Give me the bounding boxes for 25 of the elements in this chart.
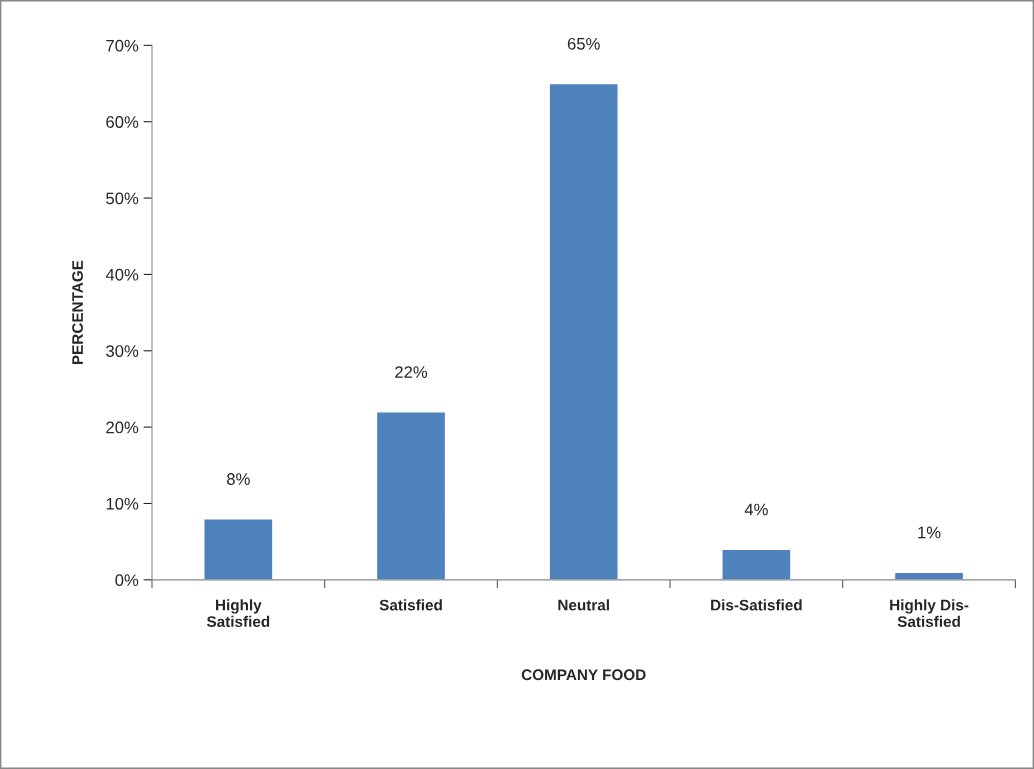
- data-label: 1%: [918, 526, 941, 539]
- data-label: 8%: [227, 473, 250, 485]
- bar: [203, 518, 274, 580]
- data-label: 4%: [744, 503, 768, 516]
- x-tick-label: Neutral: [558, 599, 609, 611]
- data-label: 22%: [395, 366, 428, 378]
- y-tick-label: 10%: [106, 497, 139, 510]
- bar: [721, 548, 792, 580]
- x-tick-label: Highly Satisfied: [206, 599, 270, 628]
- x-axis-title: COMPANY FOOD: [521, 669, 646, 681]
- data-label: 65%: [567, 37, 600, 50]
- y-axis-title: PERCENTAGE: [72, 260, 83, 365]
- y-tick-label: 20%: [106, 421, 139, 434]
- bar: [548, 82, 619, 580]
- bar: [375, 411, 447, 580]
- y-tick-label: 30%: [106, 345, 139, 357]
- y-tick-label: 50%: [106, 192, 139, 205]
- y-tick-label: 40%: [105, 268, 139, 281]
- y-tick-label: 70%: [106, 39, 139, 52]
- x-tick-label: Highly Dis- Satisfied: [890, 599, 969, 628]
- x-tick-label: Dis-Satisfied: [711, 599, 802, 611]
- bar: [893, 571, 965, 580]
- x-tick-label: Satisfied: [379, 599, 442, 611]
- y-tick-label: 0%: [115, 574, 139, 587]
- y-tick-label: 60%: [106, 116, 139, 128]
